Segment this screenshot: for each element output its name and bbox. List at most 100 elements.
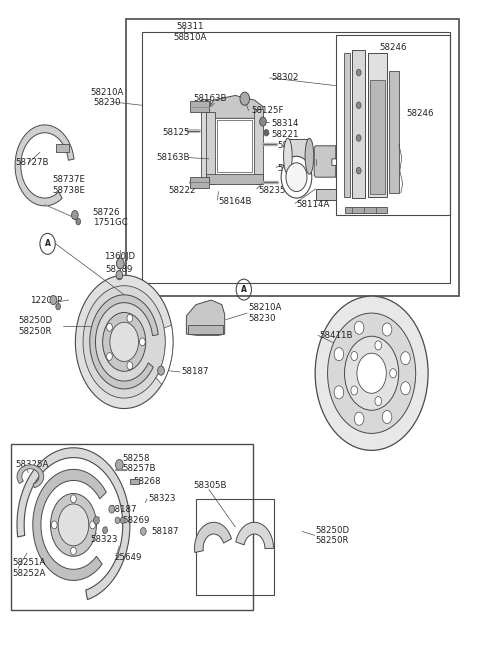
Circle shape [103,527,108,533]
Polygon shape [206,96,263,119]
Polygon shape [370,81,385,193]
Polygon shape [344,53,350,196]
Circle shape [401,382,410,395]
Circle shape [286,163,307,191]
Text: 58113: 58113 [277,164,305,172]
Text: 58258
58257B: 58258 58257B [123,454,156,473]
Polygon shape [90,295,158,389]
Text: 58325A: 58325A [15,460,48,469]
Circle shape [50,493,96,556]
Circle shape [50,295,57,305]
Circle shape [401,352,410,365]
Circle shape [107,352,112,360]
Polygon shape [314,146,336,177]
Bar [142,32,450,283]
Circle shape [375,341,382,350]
Circle shape [107,324,112,331]
Text: 58726: 58726 [93,208,120,217]
Polygon shape [17,448,130,599]
Circle shape [351,386,358,395]
Circle shape [120,517,125,523]
Text: 58250D
58250R: 58250D 58250R [19,316,53,336]
Text: 58246: 58246 [407,109,434,118]
Circle shape [334,386,344,399]
Polygon shape [254,109,263,183]
Polygon shape [217,120,252,172]
Text: 58125F: 58125F [251,106,284,115]
Text: 58268: 58268 [134,477,161,485]
Circle shape [354,412,364,425]
Text: 58251A
58252A: 58251A 58252A [12,558,46,578]
Polygon shape [206,112,215,183]
Circle shape [345,336,399,410]
Circle shape [94,516,99,524]
Circle shape [71,547,76,555]
Circle shape [327,313,416,434]
Text: 58314: 58314 [271,119,299,128]
Circle shape [356,168,361,174]
Polygon shape [156,326,173,384]
Text: 58187: 58187 [181,367,209,377]
Polygon shape [56,145,69,153]
Circle shape [76,218,81,225]
Text: 58311
58310A: 58311 58310A [173,22,206,42]
Polygon shape [186,300,225,335]
Circle shape [382,411,392,424]
Circle shape [140,338,145,346]
Text: 58164B: 58164B [277,141,311,150]
Circle shape [115,517,120,523]
Text: 58389: 58389 [106,265,133,274]
Circle shape [356,102,361,109]
Circle shape [281,157,312,198]
Text: 1220FP: 1220FP [30,295,62,305]
Polygon shape [17,465,44,488]
Polygon shape [316,189,336,200]
Text: A: A [241,285,247,294]
Polygon shape [206,174,263,183]
Circle shape [72,210,78,219]
Text: 58221: 58221 [271,130,299,138]
Bar [196,498,274,595]
Circle shape [357,353,386,393]
Text: 58114A: 58114A [297,200,330,209]
Polygon shape [368,53,387,196]
Circle shape [356,135,361,141]
Text: 58210A
58230: 58210A 58230 [90,88,124,107]
Circle shape [382,323,392,336]
Text: 58163B: 58163B [193,94,227,103]
Text: 58727B: 58727B [15,159,48,167]
Circle shape [240,92,250,105]
Polygon shape [190,177,209,187]
Polygon shape [194,522,231,553]
Circle shape [375,396,382,405]
Text: 58302: 58302 [271,73,299,83]
Polygon shape [190,102,209,112]
Text: 58125: 58125 [162,128,190,138]
Polygon shape [201,99,210,183]
Circle shape [71,495,76,502]
Circle shape [127,314,132,322]
Text: 58187: 58187 [110,505,137,514]
Circle shape [390,369,396,378]
Circle shape [260,117,266,126]
Circle shape [90,521,96,529]
Circle shape [116,271,123,280]
Polygon shape [33,470,107,580]
Text: 58163B: 58163B [156,153,190,162]
Circle shape [51,521,57,529]
Text: 58235C: 58235C [258,186,292,195]
Polygon shape [75,275,173,409]
Circle shape [116,460,123,470]
Polygon shape [15,125,74,206]
Circle shape [109,505,115,513]
Circle shape [127,362,132,369]
Circle shape [117,258,124,269]
Polygon shape [83,286,165,398]
Circle shape [56,303,60,310]
Polygon shape [236,522,274,548]
Bar [336,35,450,215]
Text: A: A [45,239,50,248]
Polygon shape [352,50,365,198]
Ellipse shape [305,138,314,174]
Circle shape [351,352,358,361]
